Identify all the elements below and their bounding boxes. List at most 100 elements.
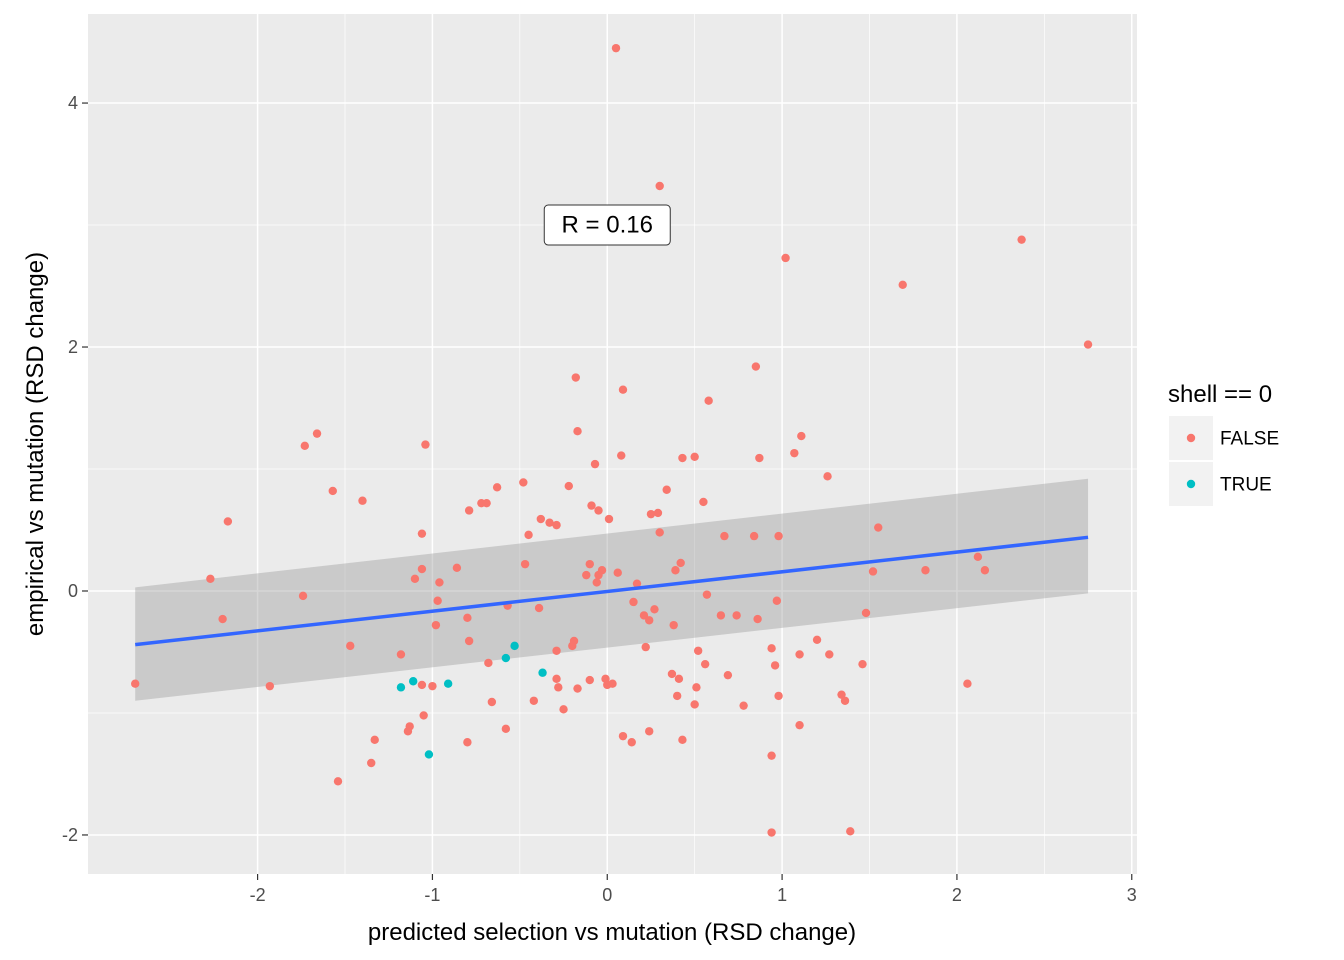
data-point-false xyxy=(370,735,379,745)
data-point-false xyxy=(410,574,420,583)
data-point-false xyxy=(520,559,530,569)
data-point-false xyxy=(592,578,601,587)
data-point-false xyxy=(552,646,561,655)
data-point-false xyxy=(559,705,568,714)
data-point-false xyxy=(868,567,878,576)
annotation-box xyxy=(543,204,671,246)
data-point-false xyxy=(613,568,622,577)
data-point-false xyxy=(587,501,596,510)
data-point-false xyxy=(755,453,764,463)
trend-line xyxy=(135,535,1089,647)
data-point-false xyxy=(571,373,580,382)
data-point-false xyxy=(655,181,664,191)
major-gridlines xyxy=(88,14,1137,874)
data-point-false xyxy=(358,496,367,505)
data-point-false xyxy=(699,497,708,507)
data-point-false xyxy=(645,727,654,736)
data-point-false xyxy=(674,674,684,684)
y-tick-label: 0 xyxy=(68,581,78,601)
data-point-false xyxy=(973,552,983,562)
data-point-false xyxy=(672,691,682,701)
data-point-true xyxy=(501,653,511,663)
data-point-false xyxy=(690,452,699,462)
data-point-false xyxy=(700,659,710,669)
legend-label-false: FALSE xyxy=(1220,429,1279,450)
data-point-false xyxy=(396,650,406,659)
data-point-false xyxy=(790,448,799,458)
data-point-false xyxy=(552,520,561,530)
regression-line xyxy=(135,535,1089,647)
data-point-false xyxy=(585,559,594,569)
data-point-false xyxy=(753,614,762,624)
data-point-false xyxy=(463,613,472,623)
data-point-false xyxy=(641,642,650,652)
x-tick-label: -1 xyxy=(424,885,440,905)
legend-swatch-false xyxy=(1186,433,1196,443)
data-point-false xyxy=(223,517,233,526)
data-point-false xyxy=(403,727,413,736)
data-point-false xyxy=(963,679,972,688)
data-point-false xyxy=(846,827,855,836)
data-point-false xyxy=(464,636,474,646)
data-point-false xyxy=(590,459,600,469)
data-point-false xyxy=(825,650,834,659)
data-point-false xyxy=(206,574,215,583)
data-point-true xyxy=(443,679,453,688)
legend-swatch-true xyxy=(1186,479,1196,489)
data-point-false xyxy=(704,396,713,405)
data-point-false xyxy=(611,43,621,53)
data-point-false xyxy=(671,566,680,575)
data-point-false xyxy=(795,650,804,659)
data-point-false xyxy=(417,680,427,690)
plot-panel xyxy=(88,14,1137,874)
data-point-false xyxy=(464,506,474,515)
data-point-false xyxy=(618,385,628,394)
data-point-false xyxy=(837,690,846,699)
data-point-false xyxy=(716,611,726,620)
data-point-false xyxy=(545,518,554,527)
y-axis-title: empirical vs mutation (RSD change) xyxy=(22,252,49,636)
legend: shell == 0 FALSE TRUE xyxy=(1168,381,1279,506)
data-point-false xyxy=(692,683,701,692)
data-point-false xyxy=(676,558,685,568)
data-point-true xyxy=(424,750,434,759)
data-point-false xyxy=(482,498,491,508)
legend-title: shell == 0 xyxy=(1168,381,1272,408)
x-tick-label: -2 xyxy=(250,885,266,905)
data-point-false xyxy=(417,529,427,538)
x-tick-label: 2 xyxy=(952,885,962,905)
data-point-false xyxy=(492,483,502,492)
data-point-false xyxy=(417,564,427,574)
data-point-false xyxy=(487,697,497,707)
data-point-false xyxy=(564,481,573,491)
data-point-false xyxy=(921,566,930,575)
data-point-false xyxy=(300,441,309,451)
data-point-false xyxy=(812,635,822,644)
data-point-false xyxy=(328,486,337,496)
data-point-false xyxy=(797,431,806,441)
x-tick-label: 3 xyxy=(1127,885,1137,905)
data-point-false xyxy=(421,440,430,449)
data-point-false xyxy=(858,659,867,669)
data-point-false xyxy=(534,603,544,613)
x-axis: -2 -1 0 1 2 3 xyxy=(250,874,1137,905)
data-point-false xyxy=(629,597,638,607)
data-point-true xyxy=(538,668,547,677)
minor-gridlines xyxy=(88,14,1137,874)
data-point-false xyxy=(720,531,729,541)
data-point-false xyxy=(333,777,343,786)
correlation-annotation: R = 0.16 xyxy=(543,204,671,246)
data-point-false xyxy=(732,611,741,620)
data-point-false xyxy=(646,509,656,519)
data-point-false xyxy=(573,684,582,693)
data-point-false xyxy=(617,451,626,460)
data-point-true xyxy=(408,677,418,686)
data-point-false xyxy=(435,578,444,587)
data-point-false xyxy=(218,614,227,624)
data-point-false xyxy=(501,724,511,734)
data-point-false xyxy=(898,280,907,290)
data-point-false xyxy=(861,608,871,618)
data-point-false xyxy=(795,720,804,730)
data-point-false xyxy=(632,579,642,588)
data-point-false xyxy=(781,253,790,263)
